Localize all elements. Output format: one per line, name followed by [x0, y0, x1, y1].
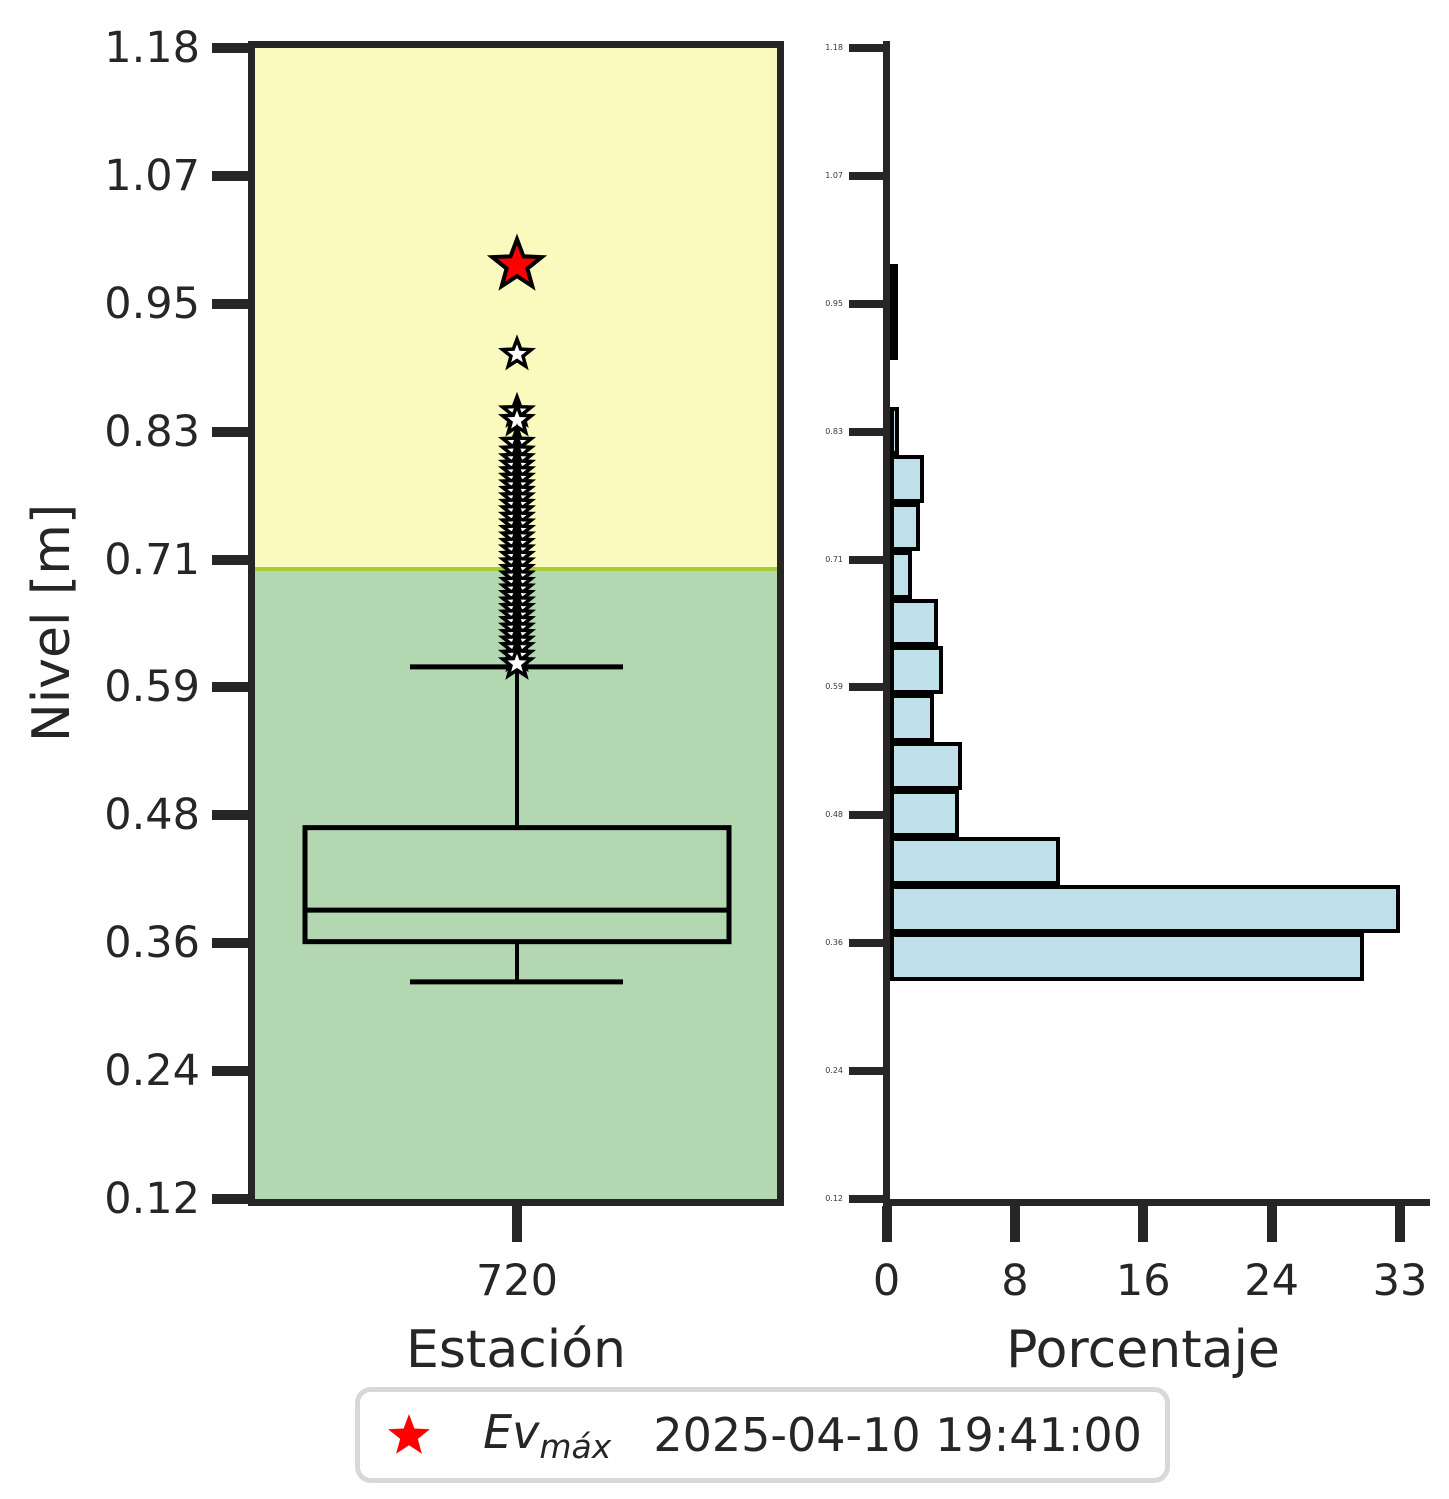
left-y-tick	[212, 298, 248, 309]
left-y-tick	[212, 810, 248, 821]
left-y-tick-label: 0.36	[104, 918, 200, 969]
hist-bar	[890, 550, 912, 599]
left-x-tick	[512, 1206, 522, 1242]
x-axis-label-right: Porcentaje	[1006, 1320, 1280, 1380]
hist-y-tick	[849, 427, 883, 436]
left-y-tick	[212, 1066, 248, 1077]
hist-bar	[890, 932, 1365, 981]
left-y-tick	[212, 554, 248, 565]
left-y-tick-label: 0.48	[104, 790, 200, 841]
hist-y-tick	[849, 299, 883, 308]
hist-y-tick-label: 0.24	[825, 1066, 843, 1076]
histogram-x-spine	[883, 1199, 1430, 1206]
left-y-tick-label: 1.18	[104, 23, 200, 73]
left-y-tick-label: 0.71	[104, 534, 200, 585]
hist-bar	[890, 646, 944, 695]
outlier-star	[497, 334, 537, 371]
box	[302, 825, 732, 945]
hist-y-tick-label: 0.12	[825, 1194, 843, 1203]
boxplot-axes	[255, 48, 777, 1199]
hist-y-tick-label: 1.18	[825, 43, 843, 52]
hist-bar	[890, 407, 900, 456]
hist-bar	[890, 789, 959, 838]
hist-bar	[890, 455, 925, 503]
hist-y-tick-label: 0.83	[825, 426, 843, 436]
legend-timestamp: 2025-04-10 19:41:00	[653, 1408, 1142, 1462]
left-y-tick-label: 0.95	[104, 278, 200, 329]
hist-x-tick-label: 24	[1244, 1256, 1299, 1306]
hist-x-tick-label: 33	[1372, 1256, 1428, 1306]
hist-y-tick	[849, 555, 883, 564]
hist-bar	[890, 311, 898, 360]
max-event-star	[486, 233, 548, 291]
hist-x-tick	[881, 1206, 892, 1242]
hist-bar	[890, 885, 1400, 933]
hist-y-tick	[849, 171, 883, 180]
legend-series-label: Evmáx	[483, 1405, 611, 1466]
hist-y-tick-label: 0.71	[825, 554, 843, 564]
x-axis-label-left: Estación	[405, 1320, 626, 1380]
left-y-tick-label: 0.24	[104, 1046, 200, 1097]
left-y-tick	[212, 1194, 248, 1204]
legend-label-subscript: máx	[539, 1426, 612, 1466]
hist-x-tick	[1009, 1206, 1020, 1242]
boxplot-graphics	[302, 233, 732, 985]
hist-y-tick	[849, 811, 883, 820]
hist-x-tick-label: 16	[1115, 1256, 1171, 1306]
hist-bar	[890, 264, 898, 312]
left-y-tick	[212, 426, 248, 437]
hist-y-tick-label: 0.48	[825, 810, 843, 820]
hist-bar	[890, 502, 920, 551]
y-axis-label: Nivel [m]	[22, 503, 82, 743]
hist-x-tick	[1266, 1206, 1277, 1242]
hist-y-tick	[849, 683, 883, 692]
left-y-tick-label: 0.59	[104, 662, 200, 713]
hist-x-tick	[1138, 1206, 1149, 1242]
hist-bar	[890, 694, 934, 742]
hist-x-tick-label: 8	[1001, 1256, 1029, 1306]
left-y-tick	[212, 682, 248, 693]
legend: Evmáx 2025-04-10 19:41:00	[355, 1387, 1170, 1483]
hist-y-tick	[849, 44, 883, 52]
outlier-star	[497, 643, 537, 680]
histogram-y-spine	[883, 41, 890, 1206]
hist-y-tick	[849, 1067, 883, 1076]
left-y-tick	[212, 43, 248, 53]
hist-x-tick	[1395, 1206, 1405, 1242]
left-y-tick-label: 0.12	[104, 1174, 200, 1224]
left-y-tick	[212, 938, 248, 949]
red-star-icon	[388, 1414, 431, 1454]
left-y-tick	[212, 170, 248, 181]
hist-y-tick-label: 1.07	[825, 170, 843, 180]
left-y-tick-label: 1.07	[104, 150, 200, 201]
left-x-tick-label: 720	[475, 1256, 559, 1306]
hist-y-tick	[849, 939, 883, 948]
legend-label-base: Ev	[483, 1404, 540, 1459]
hist-bar	[890, 837, 1060, 886]
left-y-tick-label: 0.83	[104, 406, 200, 457]
hist-bar	[890, 598, 939, 647]
hist-y-tick-label: 0.95	[825, 298, 843, 308]
max-event-star-icon	[388, 1414, 431, 1454]
hist-y-tick-label: 0.36	[825, 938, 843, 948]
hist-y-tick-label: 0.59	[825, 682, 843, 692]
hist-y-tick	[849, 1195, 883, 1203]
hist-x-tick-label: 0	[872, 1256, 901, 1306]
hist-bar	[890, 741, 962, 790]
